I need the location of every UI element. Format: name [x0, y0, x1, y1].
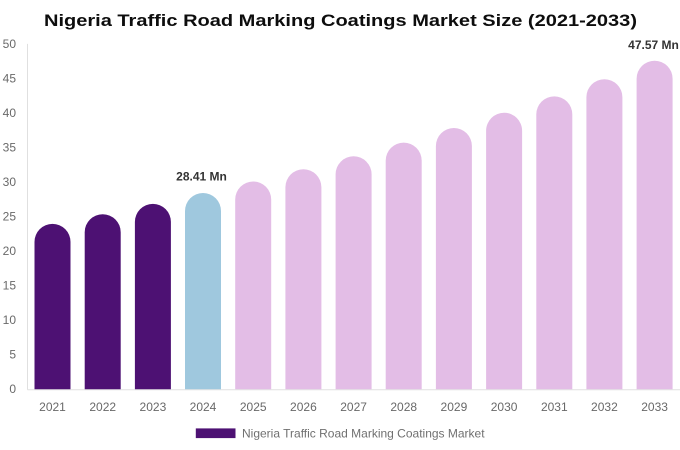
svg-text:2023: 2023	[140, 400, 167, 414]
svg-text:2027: 2027	[340, 400, 367, 414]
svg-text:30: 30	[3, 175, 17, 189]
svg-text:2026: 2026	[290, 400, 317, 414]
svg-text:5: 5	[9, 348, 16, 362]
svg-text:10: 10	[3, 313, 17, 327]
svg-text:2029: 2029	[441, 400, 468, 414]
svg-text:Nigeria Traffic Road Marking C: Nigeria Traffic Road Marking Coatings Ma…	[242, 427, 485, 441]
svg-text:2022: 2022	[89, 400, 116, 414]
svg-text:2021: 2021	[39, 400, 66, 414]
svg-text:2025: 2025	[240, 400, 267, 414]
svg-text:2028: 2028	[390, 400, 417, 414]
svg-text:40: 40	[3, 106, 17, 120]
svg-text:35: 35	[3, 141, 17, 155]
svg-text:25: 25	[3, 210, 17, 224]
svg-text:50: 50	[3, 37, 17, 51]
svg-text:2033: 2033	[641, 400, 668, 414]
svg-text:15: 15	[3, 279, 17, 293]
svg-text:2024: 2024	[190, 400, 217, 414]
svg-text:2032: 2032	[591, 400, 618, 414]
svg-text:0: 0	[9, 382, 16, 396]
svg-text:28.41 Mn: 28.41 Mn	[176, 170, 227, 184]
svg-text:20: 20	[3, 244, 17, 258]
svg-text:2030: 2030	[491, 400, 518, 414]
svg-text:45: 45	[3, 71, 17, 85]
svg-text:2031: 2031	[541, 400, 568, 414]
svg-text:Nigeria Traffic Road Marking C: Nigeria Traffic Road Marking Coatings Ma…	[44, 11, 637, 30]
svg-text:47.57 Mn: 47.57 Mn	[628, 38, 679, 52]
